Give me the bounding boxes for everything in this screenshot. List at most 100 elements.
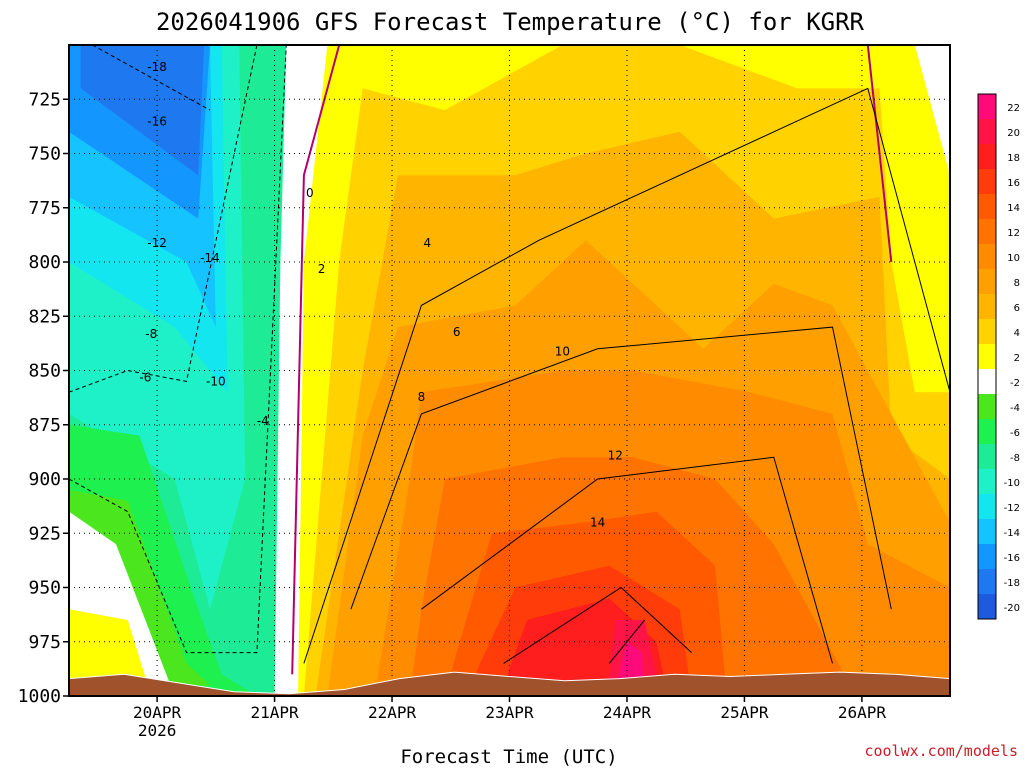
colorbar-swatch-10 bbox=[978, 344, 996, 369]
contour-t_-18 bbox=[92, 45, 211, 111]
colorbar-label-0: 22 bbox=[1007, 103, 1020, 114]
y-tick-label-750: 750 bbox=[28, 144, 61, 165]
y-tick-label-725: 725 bbox=[28, 89, 61, 110]
contour-label-4: 4 bbox=[423, 236, 431, 250]
colorbar-swatch-15 bbox=[978, 469, 996, 494]
fill-region-10 bbox=[274, 45, 328, 696]
contour-label-2: 2 bbox=[318, 262, 326, 276]
y-tick-label-775: 775 bbox=[28, 198, 61, 219]
y-axis: 725 750 775 800 825 850 875 900 925 950 975 1000 bbox=[18, 89, 69, 707]
x-tick-label-22APR: 22APR bbox=[368, 703, 417, 722]
y-tick-label-975: 975 bbox=[28, 632, 61, 653]
y-tick-label-950: 950 bbox=[28, 578, 61, 599]
y-tick-label-875: 875 bbox=[28, 415, 61, 436]
colorbar-label-4: 14 bbox=[1007, 203, 1020, 214]
colorbar-label-7: 8 bbox=[1014, 278, 1020, 289]
colorbar-label-10: 2 bbox=[1014, 353, 1020, 364]
colorbar-swatch-12 bbox=[978, 394, 996, 419]
contour-label--10: -10 bbox=[206, 375, 226, 389]
fill-region-5 bbox=[80, 45, 205, 176]
colorbar-label-12: -4 bbox=[1010, 403, 1020, 414]
grid-lines bbox=[69, 45, 950, 696]
contour-label-10: 10 bbox=[555, 344, 570, 358]
colorbar-swatch-14 bbox=[978, 444, 996, 469]
colorbar-swatch-7 bbox=[978, 269, 996, 294]
contour-label--16: -16 bbox=[147, 114, 167, 128]
credit-text: coolwx.com/models bbox=[864, 742, 1018, 760]
contour-label--18: -18 bbox=[147, 60, 167, 74]
colorbar-label-18: -16 bbox=[1004, 553, 1020, 564]
x-tick-label-25APR: 25APR bbox=[720, 703, 769, 722]
contour-t_12 bbox=[421, 456, 833, 664]
colorbar-label-8: 6 bbox=[1014, 303, 1020, 314]
colorbar-label-16: -12 bbox=[1004, 503, 1020, 514]
colorbar-label-2: 18 bbox=[1007, 153, 1020, 164]
colorbar-swatch-3 bbox=[978, 169, 996, 194]
contour-label-0: 0 bbox=[306, 186, 314, 200]
ground-surface bbox=[69, 671, 950, 696]
contour-label-8: 8 bbox=[418, 390, 426, 404]
x-tick-label-26APR: 26APR bbox=[838, 703, 887, 722]
y-tick-label-850: 850 bbox=[28, 361, 61, 382]
contour-label--8: -8 bbox=[145, 327, 157, 341]
contour-t_16 bbox=[503, 586, 692, 664]
colorbar-swatch-0 bbox=[978, 94, 996, 119]
colorbar-swatch-16 bbox=[978, 494, 996, 519]
colorbar-swatch-17 bbox=[978, 519, 996, 544]
plot-area: -18 -16 -14 -12 -10 -8 -6 -4 0 2 4 6 8 10 12 14 bbox=[69, 45, 950, 696]
colorbar-swatch-13 bbox=[978, 419, 996, 444]
contour-label-14: 14 bbox=[590, 516, 605, 530]
colorbar-swatch-20 bbox=[978, 594, 996, 619]
y-tick-label-800: 800 bbox=[28, 252, 61, 273]
colorbar-label-5: 12 bbox=[1007, 228, 1020, 239]
colorbar: 22 20 18 16 14 12 10 8 6 4 2 -2 -4 -6 -8 -10 -12 -14 -16 -1… bbox=[977, 93, 1020, 620]
y-tick-label-925: 925 bbox=[28, 523, 61, 544]
contour-label--6: -6 bbox=[139, 370, 151, 384]
colorbar-label-13: -6 bbox=[1010, 428, 1020, 439]
colorbar-label-1: 20 bbox=[1007, 128, 1020, 139]
colorbar-label-17: -14 bbox=[1004, 528, 1020, 539]
colorbar-label-6: 10 bbox=[1007, 253, 1020, 264]
colorbar-swatch-19 bbox=[978, 569, 996, 594]
colorbar-label-19: -18 bbox=[1004, 578, 1020, 589]
x-tick-label-21APR: 21APR bbox=[250, 703, 299, 722]
y-tick-label-900: 900 bbox=[28, 469, 61, 490]
colorbar-swatch-2 bbox=[978, 144, 996, 169]
contour-t_4 bbox=[303, 87, 950, 664]
colorbar-label-11: -2 bbox=[1010, 378, 1020, 389]
contour-label-6: 6 bbox=[453, 325, 461, 339]
colorbar-swatch-1 bbox=[978, 119, 996, 144]
contour-label--12: -12 bbox=[147, 236, 167, 250]
y-tick-label-1000: 1000 bbox=[18, 686, 61, 707]
contour-labels: -18 -16 -14 -12 -10 -8 -6 -4 0 2 4 6 8 10 12 14 bbox=[139, 60, 622, 530]
contour-t_8 bbox=[350, 326, 892, 610]
chart-title: 2026041906 GFS Forecast Temperature (°C)… bbox=[156, 8, 865, 36]
x-axis-label: Forecast Time (UTC) bbox=[400, 746, 617, 768]
y-tick-label-825: 825 bbox=[28, 306, 61, 327]
fill-region-9 bbox=[69, 609, 152, 696]
colorbar-swatch-8 bbox=[978, 294, 996, 319]
x-tick-label-23APR: 23APR bbox=[485, 703, 534, 722]
colorbar-label-9: 4 bbox=[1014, 328, 1020, 339]
colorbar-swatch-9 bbox=[978, 319, 996, 344]
colorbar-label-14: -8 bbox=[1010, 453, 1020, 464]
colorbar-label-15: -10 bbox=[1004, 478, 1020, 489]
colorbar-label-20: -20 bbox=[1004, 603, 1020, 614]
contour-label--4: -4 bbox=[257, 414, 269, 428]
contour-t_20 bbox=[608, 619, 645, 664]
colorbar-label-3: 16 bbox=[1007, 178, 1020, 189]
contour-t_-4 bbox=[69, 45, 287, 654]
colorbar-swatch-6 bbox=[978, 244, 996, 269]
x-tick-label-24APR: 24APR bbox=[603, 703, 652, 722]
colorbar-swatch-5 bbox=[978, 219, 996, 244]
colorbar-swatch-11 bbox=[978, 369, 996, 394]
colorbar-swatch-18 bbox=[978, 544, 996, 569]
colorbar-swatch-4 bbox=[978, 194, 996, 219]
x-tick-label-20APR: 20APR bbox=[133, 703, 182, 722]
contour-label-12: 12 bbox=[608, 448, 623, 462]
contour-label--14: -14 bbox=[200, 251, 220, 265]
x-tick-sublabel-20APR: 2026 bbox=[138, 721, 177, 740]
colorbar-frame bbox=[977, 93, 997, 620]
